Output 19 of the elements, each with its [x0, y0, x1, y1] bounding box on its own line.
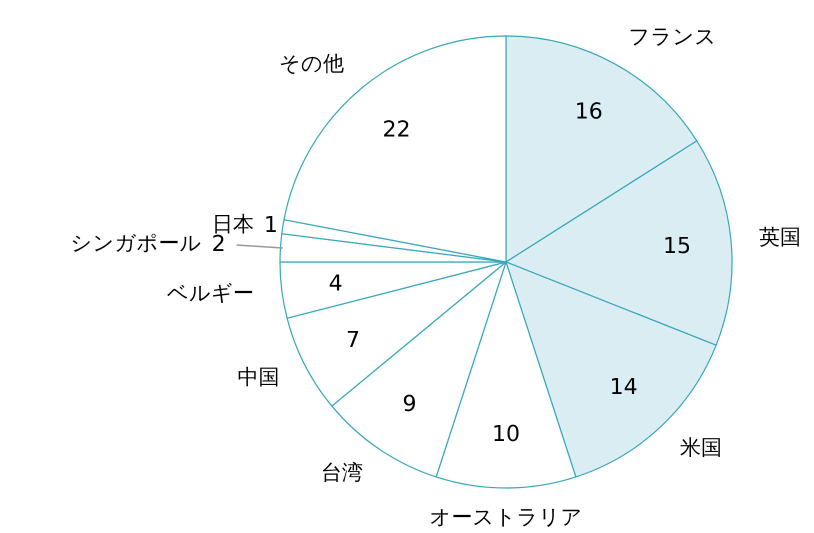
slice-label: 米国: [680, 436, 722, 460]
slice-label: 英国: [758, 224, 801, 249]
slice-label: その他: [279, 52, 344, 76]
slice-label: 中国: [238, 365, 280, 390]
slice-label: シンガポール: [70, 230, 202, 255]
slice-label: オーストラリア: [430, 505, 582, 529]
data-label: 4: [328, 272, 343, 297]
data-label: 10: [492, 422, 520, 447]
slice-label: フランス: [628, 24, 716, 49]
slice-label: ベルギー: [167, 281, 254, 306]
data-label: 22: [382, 118, 411, 143]
data-label: 15: [663, 234, 691, 259]
data-label: 14: [610, 375, 638, 400]
slice-label: 日本: [212, 212, 254, 236]
slice-label: 台湾: [321, 460, 364, 485]
data-label: 1: [264, 212, 278, 238]
data-label: 7: [346, 328, 360, 353]
data-label: 16: [574, 99, 603, 124]
data-label: 9: [402, 392, 416, 418]
